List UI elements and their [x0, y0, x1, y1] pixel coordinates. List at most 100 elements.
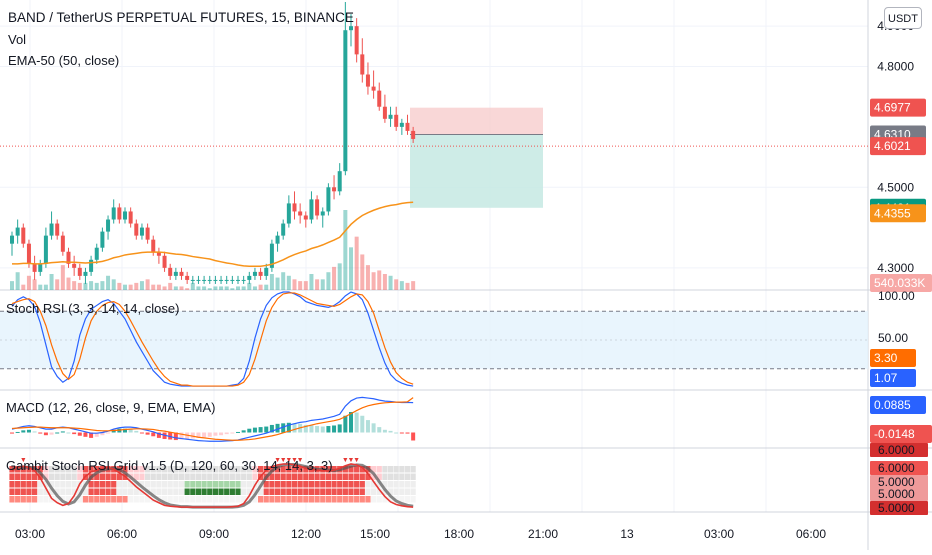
macd-hist-2	[21, 430, 26, 433]
gambit-cell-71-1	[410, 473, 416, 480]
gambit-value-1: 6.0000	[878, 461, 915, 475]
price-label-ema: 4.4355	[874, 206, 911, 220]
gambit-marker-50: ▼	[291, 457, 298, 464]
macd-hist-15	[94, 432, 99, 437]
macd-hist-39	[230, 432, 235, 434]
gambit-cell-48-4	[280, 496, 286, 503]
gambit-cell-37-3	[218, 488, 224, 495]
gambit-cell-43-0	[252, 466, 258, 473]
candle-body-28	[168, 267, 173, 276]
gambit-cell-41-1	[241, 473, 247, 480]
macd-hist-48	[281, 423, 286, 433]
gambit-cell-22-3	[133, 488, 139, 495]
gambit-cell-64-1	[371, 473, 377, 480]
gambit-cell-3-0	[26, 466, 32, 473]
macd-hist-65	[377, 427, 382, 433]
gambit-cell-21-4	[128, 496, 134, 503]
gambit-cell-41-0	[241, 466, 247, 473]
gambit-cell-40-3	[235, 488, 241, 495]
gambit-cell-26-0	[156, 466, 162, 473]
gambit-cell-20-2	[122, 481, 128, 488]
gambit-cell-15-3	[94, 488, 100, 495]
gambit-cell-23-4	[139, 496, 145, 503]
gambit-marker-47: ▼	[274, 457, 281, 464]
gambit-cell-0-4	[9, 496, 15, 503]
candle-body-58	[337, 171, 342, 192]
gambit-cell-69-1	[399, 473, 405, 480]
ema-legend[interactable]: EMA-50 (50, close)	[8, 53, 120, 68]
volume-bar-70	[405, 282, 410, 290]
volume-bar-32	[190, 282, 195, 290]
gambit-legend[interactable]: Gambit Stoch RSI Grid v1.5 (D, 120, 60, …	[6, 458, 333, 473]
gambit-cell-68-0	[393, 466, 399, 473]
gambit-cell-11-4	[71, 496, 77, 503]
gambit-cell-24-2	[145, 481, 151, 488]
gambit-cell-17-3	[105, 488, 111, 495]
gambit-cell-27-3	[161, 488, 168, 495]
volume-bar-57	[332, 266, 337, 290]
gambit-cell-8-1	[54, 473, 60, 480]
volume-bar-17	[106, 275, 111, 290]
macd-hist-32	[190, 432, 195, 439]
macd-legend[interactable]: MACD (12, 26, close, 9, EMA, EMA)	[6, 400, 216, 415]
gambit-cell-37-1	[218, 473, 224, 480]
gambit-cell-31-3	[184, 488, 190, 495]
gambit-cell-30-0	[178, 466, 185, 473]
stoch-value-d-bg	[870, 349, 916, 367]
volume-bar-71	[411, 281, 416, 290]
candle-body-39	[230, 279, 235, 281]
gambit-cell-60-1	[348, 473, 354, 480]
gambit-cell-14-3	[88, 488, 94, 495]
macd-hist-16	[100, 432, 105, 436]
gambit-cell-24-4	[145, 496, 151, 503]
gambit-pane: ▼ ▼▼▼▼▼ ▼▼▼	[9, 457, 416, 509]
gambit-cell-2-0	[20, 466, 26, 473]
gambit-cell-53-3	[308, 488, 315, 495]
gambit-cell-44-0	[258, 466, 264, 473]
gambit-value-0: 6.0000	[878, 443, 915, 457]
candle-body-8	[55, 223, 60, 236]
candle-body-66	[382, 106, 387, 119]
gambit-cell-34-4	[201, 496, 207, 503]
gambit-cell-46-3	[269, 488, 275, 495]
candle-body-14	[89, 259, 94, 272]
macd-hist-63	[365, 420, 370, 433]
volume-bar-23	[139, 281, 144, 290]
volume-bar-3	[26, 275, 31, 290]
macd-hist-56	[326, 426, 331, 433]
gambit-cell-33-2	[195, 481, 202, 488]
macd-line	[11, 396, 414, 442]
vol-legend[interactable]: Vol	[8, 32, 27, 47]
gambit-cell-11-3	[71, 488, 77, 495]
macd-hist-46	[269, 424, 274, 433]
candle-body-67	[388, 114, 393, 119]
gambit-cell-15-0	[94, 466, 100, 473]
macd-hist-value: -0.0148	[874, 427, 915, 441]
macd-hist-53	[309, 424, 314, 433]
gambit-line	[11, 463, 414, 508]
gambit-cell-58-2	[337, 481, 343, 488]
gambit-cell-68-1	[393, 473, 399, 480]
stoch-legend[interactable]: Stoch RSI (3, 3, 14, 14, close)	[6, 301, 180, 316]
volume-bar-52	[303, 281, 308, 290]
gambit-cell-67-4	[387, 496, 394, 503]
macd-hist-61	[354, 412, 359, 433]
gambit-cell-49-4	[286, 496, 292, 503]
macd-hist-34	[202, 432, 207, 438]
macd-hist-66	[382, 429, 387, 433]
candle-body-65	[377, 90, 382, 107]
gambit-cell-36-3	[212, 488, 218, 495]
gambit-cell-17-2	[105, 481, 111, 488]
currency-unit-button[interactable]: USDT	[884, 7, 922, 29]
volume-bar-10	[66, 277, 71, 290]
gambit-cell-61-3	[354, 488, 360, 495]
chart-title: BAND / TetherUS PERPETUAL FUTURES, 15, B…	[8, 10, 354, 25]
gambit-cell-15-2	[94, 481, 100, 488]
gambit-cell-9-4	[60, 496, 66, 503]
gambit-cell-16-4	[99, 496, 105, 503]
macd-hist-68	[394, 432, 399, 434]
gambit-cell-32-1	[190, 473, 196, 480]
gambit-cell-33-1	[195, 473, 202, 480]
